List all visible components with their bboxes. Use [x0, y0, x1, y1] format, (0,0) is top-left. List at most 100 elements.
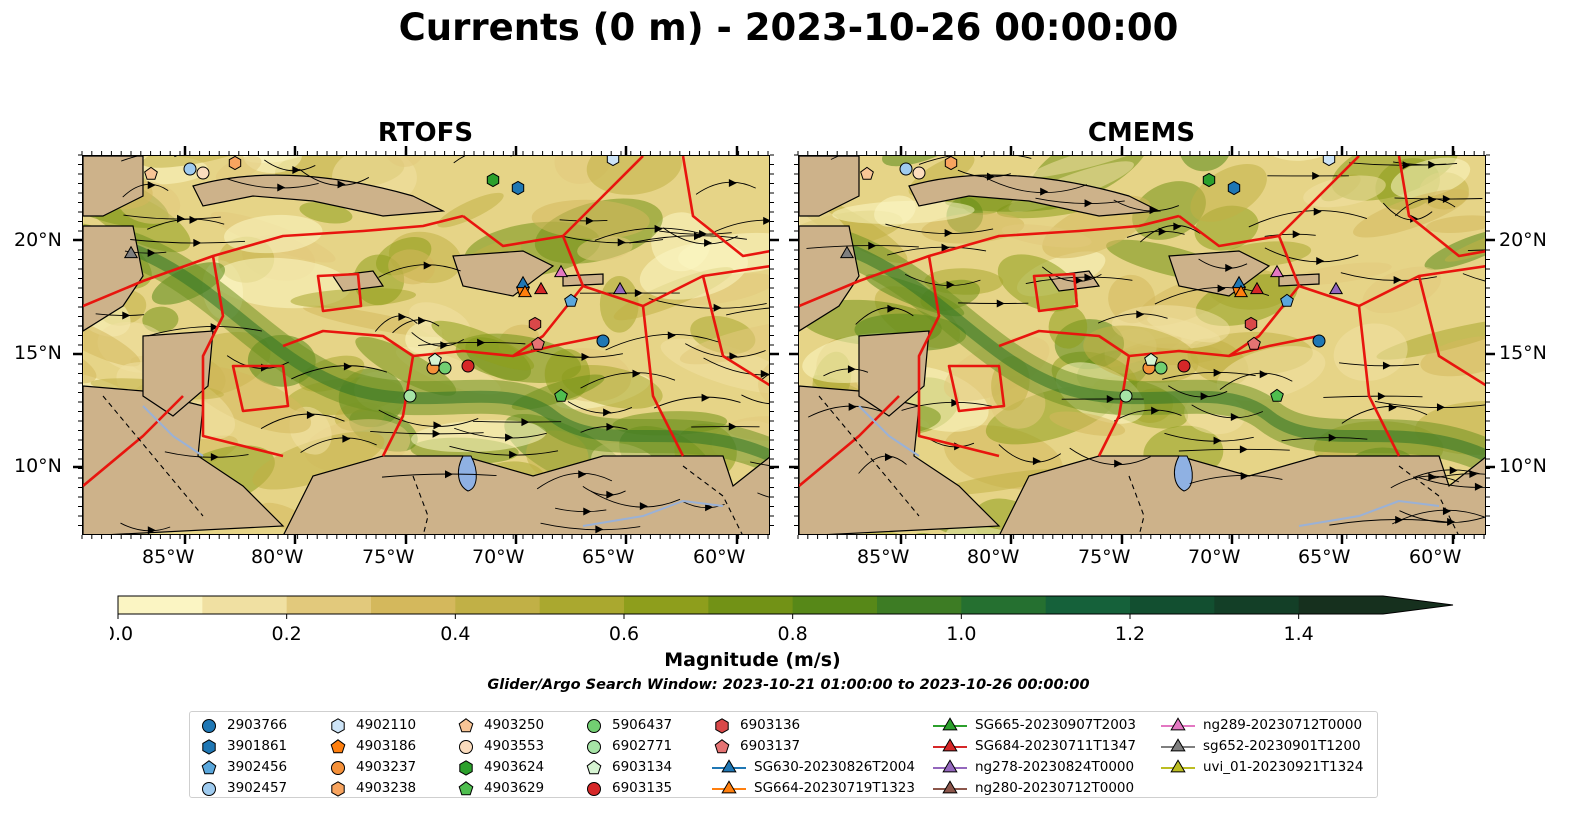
legend-marker-6903135: [587, 782, 601, 796]
country-borders: [102, 395, 743, 534]
legend-marker-icon: [587, 740, 601, 754]
lon-label-65w-left: 65°W: [582, 546, 635, 568]
legend-marker-6903136: [715, 718, 729, 734]
map-panel-cmems: [798, 155, 1486, 535]
legend-label: 4903238: [356, 780, 417, 796]
marker-4903250: [860, 166, 874, 180]
legend-item: 4903186: [327, 736, 416, 756]
legend-marker-6902771: [587, 740, 601, 754]
marker-SG684-20230711T1347: [533, 281, 549, 295]
marker-6903136: [528, 316, 542, 332]
colorbar-tick-label: 0.2: [272, 623, 302, 645]
marker-2903766: [596, 334, 610, 348]
legend-label: 3902457: [227, 780, 288, 796]
lat-label-20n-left: 20°N: [14, 229, 62, 251]
legend-item: SG684-20230711T1347: [932, 736, 1136, 756]
legend-marker-icon: [1161, 759, 1195, 773]
legend-label: ng278-20230824T0000: [975, 759, 1135, 775]
rivers: [858, 405, 1440, 527]
legend-marker-icon: [933, 759, 967, 773]
marker-4902110: [606, 156, 620, 167]
legend-marker-2903766: [202, 719, 216, 733]
marker-ng289-20230712T0000: [1269, 264, 1285, 278]
legend-item: 4903629: [455, 778, 544, 798]
legend-label: 6903137: [740, 738, 801, 754]
observation-markers: [123, 156, 628, 403]
legend-label: 4903250: [484, 717, 545, 733]
marker-6902771: [403, 389, 417, 403]
legend-marker-ng280-20230712T0000: [942, 780, 958, 794]
lon-label-75w-right: 75°W: [1078, 546, 1131, 568]
marker-ng278-20230824T0000: [612, 281, 628, 295]
legend-marker-3902456: [201, 760, 217, 775]
legend-marker-icon: [715, 718, 729, 734]
legend-label: 4903237: [356, 759, 417, 775]
legend-label: 4903624: [484, 759, 545, 775]
legend-marker-icon: [201, 760, 217, 775]
colorbar-bin: [118, 596, 203, 614]
colorbar: 0.0 0.2 0.4 0.6 0.8 1.0 1.2 1.4: [110, 595, 1454, 645]
legend-label: SG664-20230719T1323: [754, 780, 915, 796]
legend: 2903766 3901861 3902456 3902457 4902110 49031…: [189, 711, 1378, 798]
colorbar-bin: [286, 596, 372, 614]
legend-marker-icon: [459, 740, 473, 754]
marker-SG630-20230826T2004: [515, 275, 531, 289]
legend-item: 6903136: [711, 715, 800, 735]
legend-item: 4903238: [327, 778, 416, 798]
marker-ng289-20230712T0000: [553, 264, 569, 278]
panel-title-cmems: CMEMS: [1087, 118, 1196, 148]
legend-label: ng280-20230712T0000: [975, 780, 1135, 796]
colorbar-bin: [624, 596, 709, 614]
lon-label-85w-right: 85°W: [857, 546, 910, 568]
legend-marker-icon: [933, 780, 967, 794]
legend-marker-icon: [331, 761, 345, 775]
lon-label-65w-right: 65°W: [1298, 546, 1351, 568]
map-panel-rtofs: [82, 155, 770, 535]
colorbar-tick-label: 1.0: [946, 623, 976, 645]
legend-label: sg652-20230901T1200: [1203, 738, 1361, 754]
marker-3902457: [899, 162, 913, 176]
legend-item: 6903137: [711, 736, 800, 756]
legend-marker-6903134: [586, 760, 602, 775]
figure-title: Currents (0 m) - 2023-10-26 00:00:00: [398, 6, 1179, 49]
legend-marker-icon: [202, 782, 216, 796]
marker-6903135: [1177, 359, 1191, 373]
lon-label-70w-right: 70°W: [1188, 546, 1241, 568]
observation-markers: [839, 156, 1344, 403]
marker-4903629: [1270, 388, 1284, 402]
legend-marker-4903237: [331, 761, 345, 775]
marker-3901861: [511, 180, 525, 196]
legend-marker-4903624: [459, 760, 473, 776]
colorbar-tick-label: 1.2: [1115, 623, 1145, 645]
legend-marker-ng278-20230824T0000: [942, 759, 958, 773]
legend-marker-icon: [712, 780, 746, 794]
streamlines: [95, 156, 769, 534]
legend-item: 3901861: [198, 736, 287, 756]
marker-4903250: [144, 166, 158, 180]
marker-3902456: [564, 293, 578, 307]
lon-label-75w-left: 75°W: [362, 546, 415, 568]
colorbar-bin: [371, 596, 456, 614]
lat-label-10n-right: 10°N: [1499, 455, 1547, 477]
legend-item: 4903553: [455, 736, 544, 756]
legend-marker-icon: [331, 718, 345, 734]
legend-item: 4902110: [327, 715, 416, 735]
marker-3902457: [183, 162, 197, 176]
marker-4903238: [228, 156, 242, 171]
colorbar-bin: [202, 596, 288, 614]
marker-6903137: [531, 336, 545, 350]
marker-6903134: [1144, 352, 1158, 366]
legend-item: ng280-20230712T0000: [932, 778, 1134, 798]
colorbar-extend-arrow: [1383, 596, 1453, 614]
colorbar-bin: [455, 596, 541, 614]
legend-marker-uvi_01-20230921T1324: [1170, 759, 1186, 773]
colorbar-bin: [1130, 596, 1215, 614]
map-canvas: [83, 156, 769, 534]
legend-item: SG665-20230907T2003: [932, 715, 1136, 735]
legend-item: 6903134: [583, 757, 672, 777]
panel-title-rtofs: RTOFS: [377, 118, 474, 148]
legend-label: 4903553: [484, 738, 545, 754]
legend-label: 4902110: [356, 717, 417, 733]
legend-marker-icon: [331, 781, 345, 797]
